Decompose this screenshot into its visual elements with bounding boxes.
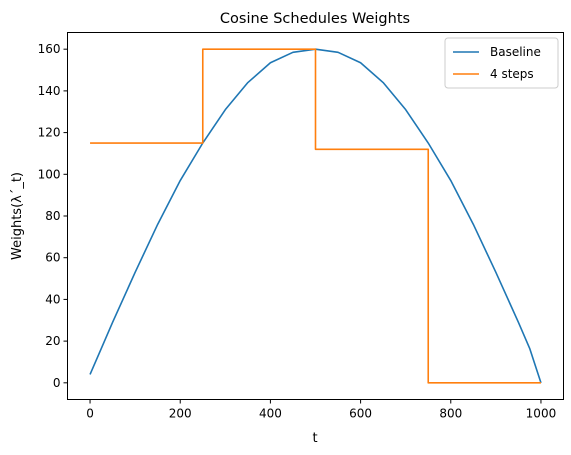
y-tick-label: 160 bbox=[38, 42, 61, 56]
x-tick-label: 800 bbox=[439, 407, 462, 421]
y-tick-label: 0 bbox=[53, 376, 61, 390]
legend-box bbox=[444, 37, 559, 89]
plot-area bbox=[89, 48, 542, 384]
x-tick-label: 200 bbox=[169, 407, 192, 421]
y-tick-label: 40 bbox=[45, 292, 60, 306]
y-tick-label: 60 bbox=[45, 251, 60, 265]
y-tick-label: 140 bbox=[38, 84, 61, 98]
y-tick-label: 80 bbox=[45, 209, 60, 223]
x-tick-label: 1000 bbox=[526, 407, 557, 421]
x-axis-label: t bbox=[312, 431, 317, 446]
x-tick-label: 400 bbox=[259, 407, 282, 421]
x-axis-ticks: 0 200 400 600 800 1000 bbox=[86, 399, 557, 421]
x-tick-label: 0 bbox=[86, 407, 94, 421]
legend: Baseline 4 steps bbox=[444, 37, 559, 89]
series-line-1 bbox=[90, 48, 541, 384]
x-tick-label: 600 bbox=[349, 407, 372, 421]
legend-label-1: 4 steps bbox=[490, 67, 534, 81]
y-tick-label: 20 bbox=[45, 334, 60, 348]
y-tick-label: 100 bbox=[38, 167, 61, 181]
y-tick-label: 120 bbox=[38, 126, 61, 140]
y-axis-label: Weights(λ´_t) bbox=[10, 172, 25, 260]
legend-label-0: Baseline bbox=[490, 45, 541, 59]
chart-title: Cosine Schedules Weights bbox=[220, 11, 410, 27]
y-axis-ticks: 0 20 40 60 80 100 120 140 160 bbox=[38, 42, 68, 390]
